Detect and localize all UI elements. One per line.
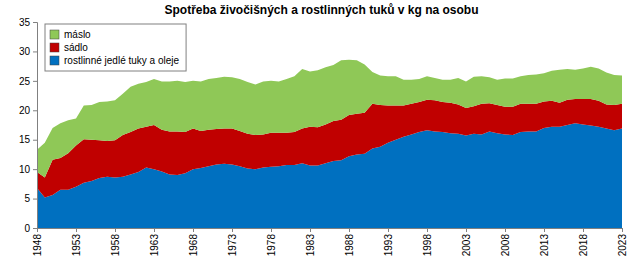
- x-tick-mark: [349, 228, 350, 232]
- legend-swatch: [50, 30, 59, 39]
- legend-label: sádlo: [64, 42, 88, 53]
- y-tick: 5: [24, 193, 37, 204]
- y-tick-label: 15: [19, 134, 31, 145]
- y-tick-mark: [33, 22, 37, 23]
- y-tick-label: 10: [19, 164, 31, 175]
- x-tick-label: 1998: [422, 234, 433, 257]
- x-tick-label: 1948: [32, 234, 43, 257]
- y-tick-mark: [33, 110, 37, 111]
- area-series: [37, 60, 622, 178]
- x-tick-mark: [505, 228, 506, 232]
- y-tick-mark: [33, 228, 37, 229]
- x-tick-mark: [427, 228, 428, 232]
- x-tick-label: 2013: [539, 234, 550, 257]
- x-tick: 2023: [617, 228, 628, 256]
- x-tick-label: 1963: [149, 234, 160, 257]
- areas: [37, 60, 622, 228]
- x-tick-label: 2003: [461, 234, 472, 257]
- chart: Spotřeba živočišných a rostlinných tuků …: [0, 0, 643, 265]
- legend-box: [45, 24, 186, 71]
- legend-label: rostlinné jedlé tuky a oleje: [64, 55, 180, 66]
- x-tick: 1978: [266, 228, 277, 256]
- x-tick: 2018: [578, 228, 589, 256]
- y-tick: 0: [24, 223, 37, 234]
- y-tick-label: 25: [19, 76, 31, 87]
- x-tick: 2008: [500, 228, 511, 256]
- legend-label: máslo: [64, 29, 91, 40]
- x-tick-label: 2018: [578, 234, 589, 257]
- plot: 0510152025303519481953195819631968197319…: [19, 17, 628, 257]
- y-tick: 25: [19, 76, 37, 87]
- x-tick-mark: [115, 228, 116, 232]
- x-tick: 1988: [344, 228, 355, 256]
- x-tick-label: 2023: [617, 234, 628, 257]
- y-tick-label: 5: [24, 193, 30, 204]
- x-tick-label: 1983: [305, 234, 316, 257]
- x-tick-mark: [271, 228, 272, 232]
- y-tick-mark: [33, 51, 37, 52]
- x-tick-label: 1993: [383, 234, 394, 257]
- x-tick-mark: [37, 228, 38, 232]
- y-tick-mark: [33, 169, 37, 170]
- y-axis: 0 5 10 15 20 25 30 35: [19, 17, 38, 234]
- x-tick: 2013: [539, 228, 550, 256]
- y-axis-line: [33, 23, 38, 229]
- x-tick: 1948: [32, 228, 43, 256]
- x-tick-mark: [193, 228, 194, 232]
- x-tick: 1983: [305, 228, 316, 256]
- y-tick: 10: [19, 164, 37, 175]
- y-tick: 30: [19, 46, 37, 57]
- legend-swatch: [50, 43, 59, 52]
- x-tick-mark: [76, 228, 77, 232]
- x-tick: 1963: [149, 228, 160, 256]
- x-tick-label: 1968: [188, 234, 199, 257]
- x-tick: 1958: [110, 228, 121, 256]
- y-tick-mark: [33, 140, 37, 141]
- x-tick-mark: [583, 228, 584, 232]
- x-tick-mark: [232, 228, 233, 232]
- y-tick: 15: [19, 134, 37, 145]
- title: Spotřeba živočišných a rostlinných tuků …: [164, 3, 478, 17]
- x-tick: 1968: [188, 228, 199, 256]
- x-tick-label: 1953: [71, 234, 82, 257]
- legend: máslo sádlo rostlinné jedlé tuky a oleje: [45, 24, 186, 71]
- x-tick: 1973: [227, 228, 238, 256]
- y-tick-mark: [33, 81, 37, 82]
- y-tick: 20: [19, 105, 37, 116]
- legend-swatch: [50, 56, 59, 65]
- y-tick: 35: [19, 17, 37, 28]
- x-tick-mark: [466, 228, 467, 232]
- y-tick-label: 35: [19, 17, 31, 28]
- x-tick-label: 1978: [266, 234, 277, 257]
- x-tick: 1953: [71, 228, 82, 256]
- y-tick-label: 30: [19, 46, 31, 57]
- x-tick-label: 1988: [344, 234, 355, 257]
- x-axis-line: [38, 229, 623, 233]
- x-tick-mark: [544, 228, 545, 232]
- x-tick-label: 2008: [500, 234, 511, 257]
- y-tick-label: 0: [24, 223, 30, 234]
- x-tick-mark: [310, 228, 311, 232]
- x-tick-label: 1958: [110, 234, 121, 257]
- y-tick-label: 20: [19, 105, 31, 116]
- x-tick-mark: [388, 228, 389, 232]
- x-tick: 1993: [383, 228, 394, 256]
- x-tick: 1998: [422, 228, 433, 256]
- y-tick-mark: [33, 199, 37, 200]
- x-axis: 1948 1953 1958 1963 1968 1973 1978 1983 1988 1993…: [32, 228, 628, 256]
- x-tick-label: 1973: [227, 234, 238, 257]
- x-tick: 2003: [461, 228, 472, 256]
- x-tick-mark: [154, 228, 155, 232]
- x-tick-mark: [622, 228, 623, 232]
